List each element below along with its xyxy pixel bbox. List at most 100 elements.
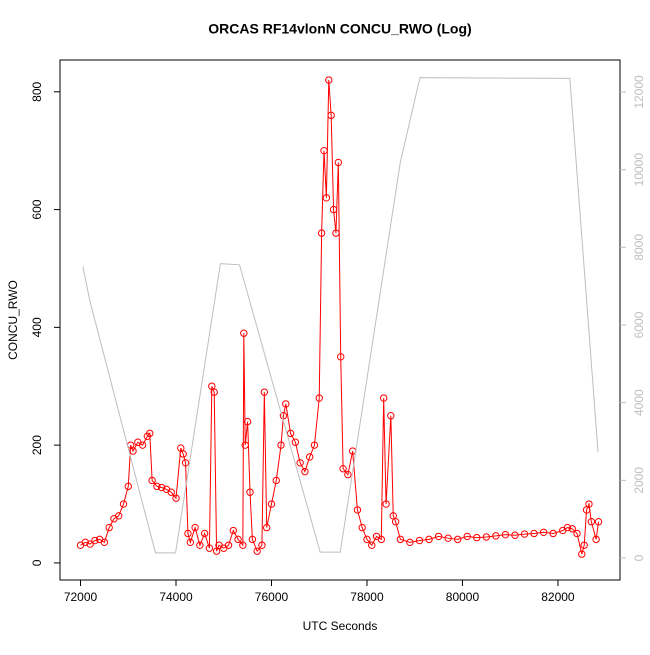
point (167, 488, 175, 496)
y2-tick-label: 12000 (632, 75, 646, 109)
point (511, 531, 519, 539)
point (358, 523, 366, 532)
x-tick-label: 72000 (64, 590, 98, 604)
point (539, 528, 548, 536)
point (305, 453, 314, 461)
point (272, 476, 280, 485)
y-tick-label: 400 (30, 317, 44, 337)
point (573, 529, 581, 538)
point (322, 194, 331, 202)
point (363, 535, 371, 544)
point (434, 532, 443, 541)
point (184, 529, 192, 538)
point (329, 205, 338, 214)
point (263, 523, 271, 532)
point (587, 517, 596, 526)
point (243, 417, 252, 426)
point (253, 547, 261, 555)
point (391, 517, 400, 526)
point (549, 529, 557, 538)
point (332, 229, 340, 237)
point (153, 482, 161, 491)
x-axis-label: UTC Seconds (303, 619, 378, 633)
y-axis-label: CONCU_RWO (6, 280, 20, 360)
point (310, 441, 319, 449)
y2-tick-label: 0 (632, 554, 646, 561)
point (296, 459, 304, 467)
point (205, 544, 214, 552)
point (81, 538, 90, 547)
point (115, 512, 123, 520)
point (387, 411, 395, 420)
y-tick-label: 200 (30, 435, 44, 455)
point (325, 76, 333, 84)
x-tick-label: 74000 (159, 590, 193, 604)
point (415, 536, 424, 545)
x-tick-label: 82000 (541, 590, 575, 604)
point (157, 483, 166, 492)
point (339, 464, 347, 473)
point (279, 411, 288, 420)
point (382, 500, 390, 508)
plot-frame (59, 59, 621, 581)
point (234, 535, 242, 544)
y2-tick-label: 10000 (632, 153, 646, 187)
point (337, 353, 345, 361)
point (563, 523, 572, 532)
point (320, 146, 328, 155)
chart-title: ORCAS RF14vlonN CONCU_RWO (Log) (208, 21, 471, 37)
point (473, 533, 481, 542)
point (592, 535, 600, 544)
point (248, 535, 257, 544)
point (241, 441, 249, 449)
point (146, 429, 154, 438)
point (379, 394, 388, 402)
point (520, 530, 529, 538)
point (138, 441, 147, 449)
point (277, 441, 285, 449)
point (396, 535, 405, 544)
point (444, 534, 452, 542)
point (568, 525, 576, 533)
point (105, 523, 113, 532)
y-tick-label: 800 (30, 81, 44, 101)
point (317, 229, 326, 237)
point (482, 533, 491, 541)
y2-tick-label: 6000 (632, 311, 646, 338)
point (301, 467, 309, 476)
point (200, 529, 209, 538)
point (425, 535, 433, 544)
x-tick-label: 76000 (255, 590, 289, 604)
point (594, 517, 603, 526)
point (492, 532, 500, 540)
point (91, 536, 99, 545)
y2-tick-label: 8000 (632, 234, 646, 261)
point (291, 438, 300, 446)
point (100, 538, 109, 547)
point (86, 540, 94, 548)
y-tick-label: 600 (30, 199, 44, 219)
point (239, 541, 247, 549)
point (172, 494, 180, 502)
x-tick-label: 80000 (446, 590, 480, 604)
series-line (82, 77, 599, 554)
point (191, 523, 199, 532)
point (286, 429, 295, 438)
point (224, 541, 233, 549)
point (260, 388, 269, 396)
point (530, 529, 538, 538)
point (453, 535, 462, 544)
y-tick-label: 0 (30, 559, 44, 566)
point (334, 158, 343, 167)
point (344, 470, 352, 479)
point (124, 482, 132, 491)
point (315, 394, 323, 402)
point (181, 459, 190, 467)
y2-tick-label: 4000 (632, 389, 646, 416)
point (580, 541, 588, 549)
y2-tick-label: 2000 (632, 467, 646, 494)
point (129, 447, 137, 455)
point (196, 541, 204, 549)
point (229, 526, 237, 535)
